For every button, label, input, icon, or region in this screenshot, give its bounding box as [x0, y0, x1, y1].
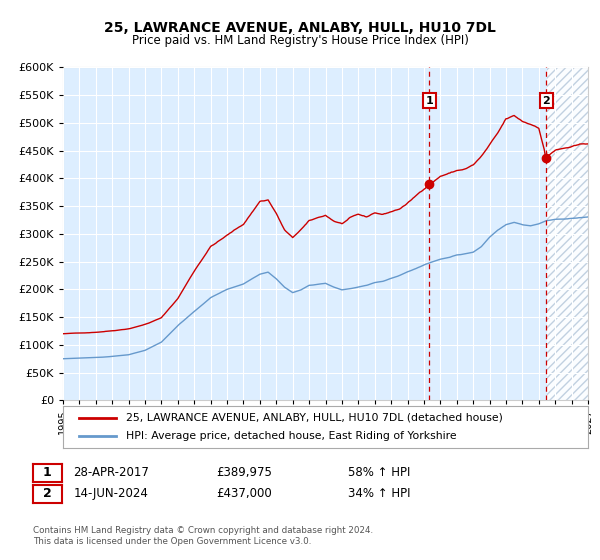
Text: 25, LAWRANCE AVENUE, ANLABY, HULL, HU10 7DL (detached house): 25, LAWRANCE AVENUE, ANLABY, HULL, HU10 …: [126, 413, 503, 423]
Text: 2: 2: [542, 96, 550, 105]
Text: 2: 2: [43, 487, 52, 501]
Text: This data is licensed under the Open Government Licence v3.0.: This data is licensed under the Open Gov…: [33, 537, 311, 546]
Text: 58% ↑ HPI: 58% ↑ HPI: [348, 466, 410, 479]
Text: HPI: Average price, detached house, East Riding of Yorkshire: HPI: Average price, detached house, East…: [126, 431, 457, 441]
Text: Contains HM Land Registry data © Crown copyright and database right 2024.: Contains HM Land Registry data © Crown c…: [33, 526, 373, 535]
Text: 14-JUN-2024: 14-JUN-2024: [73, 487, 148, 501]
Text: £389,975: £389,975: [216, 466, 272, 479]
Text: £437,000: £437,000: [216, 487, 272, 501]
Text: 1: 1: [425, 96, 433, 105]
Text: 34% ↑ HPI: 34% ↑ HPI: [348, 487, 410, 501]
Text: Price paid vs. HM Land Registry's House Price Index (HPI): Price paid vs. HM Land Registry's House …: [131, 34, 469, 46]
Text: 25, LAWRANCE AVENUE, ANLABY, HULL, HU10 7DL: 25, LAWRANCE AVENUE, ANLABY, HULL, HU10 …: [104, 21, 496, 35]
Text: 28-APR-2017: 28-APR-2017: [73, 466, 149, 479]
Text: 1: 1: [43, 466, 52, 479]
